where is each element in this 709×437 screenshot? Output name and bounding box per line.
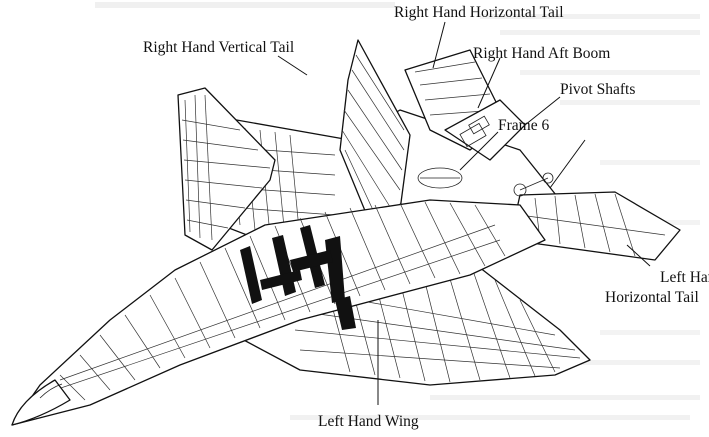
label-right-hand-vertical-tail: Right Hand Vertical Tail (143, 39, 294, 56)
leader-right-aft-boom (477, 57, 501, 109)
leader-pivot-shafts (524, 96, 561, 126)
leader-lines (277, 21, 651, 405)
leader-right-vertical-tail (277, 55, 308, 76)
label-left-hand-horizontal-tail-line2: Horizontal Tail (605, 289, 699, 306)
label-pivot-shafts: Pivot Shafts (560, 81, 635, 98)
leader-frame-6 (459, 131, 499, 171)
frame-6-structure (417, 167, 463, 189)
callout-labels: Right Hand Horizontal Tail Right Hand Ve… (143, 4, 709, 430)
label-frame-6: Frame 6 (498, 117, 549, 134)
right-hand-vertical-tail (177, 87, 276, 251)
label-left-hand-horizontal-tail-line1: Left Hand (660, 269, 709, 286)
leader-pivot-shafts-2 (549, 139, 586, 189)
leader-right-horizontal-tail (432, 21, 446, 69)
aircraft-cutaway (11, 39, 681, 426)
label-right-hand-horizontal-tail: Right Hand Horizontal Tail (394, 4, 564, 21)
label-left-hand-wing: Left Hand Wing (318, 413, 419, 430)
leader-left-horizontal-tail (626, 244, 651, 267)
fuselage-frames (240, 225, 356, 330)
fuselage (11, 199, 546, 426)
label-right-hand-aft-boom: Right Hand Aft Boom (473, 45, 610, 62)
pivot-shafts-structure (513, 172, 554, 197)
